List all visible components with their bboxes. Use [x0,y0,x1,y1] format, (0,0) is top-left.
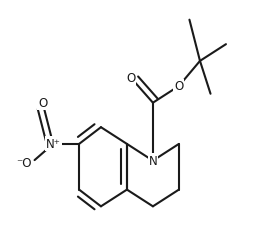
Text: O: O [126,72,135,85]
Text: N⁺: N⁺ [46,138,61,151]
Text: O: O [38,97,47,110]
Text: ⁻O: ⁻O [17,156,32,169]
Text: O: O [174,80,183,93]
Text: N: N [149,154,157,167]
